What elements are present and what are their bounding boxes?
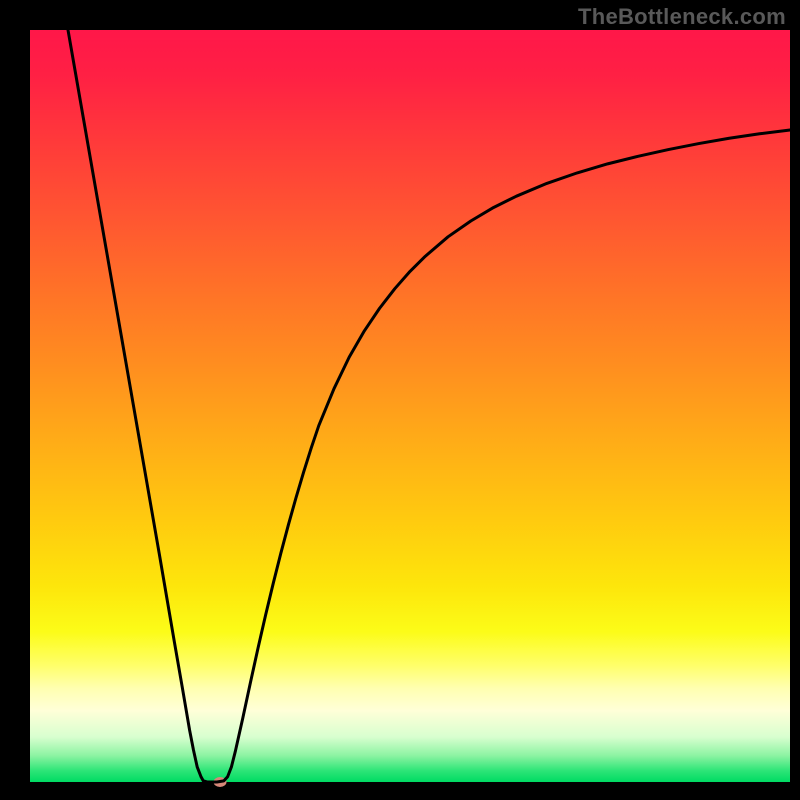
bottleneck-chart bbox=[0, 0, 800, 800]
watermark-text: TheBottleneck.com bbox=[578, 4, 786, 30]
plot-background bbox=[30, 30, 790, 782]
